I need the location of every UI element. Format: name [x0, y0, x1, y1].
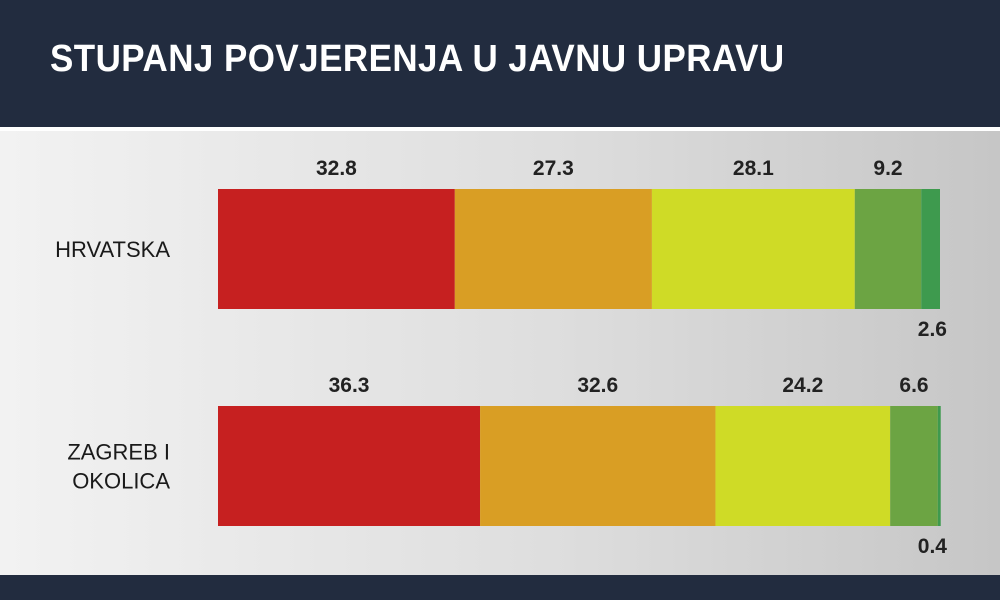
header-bar: STUPANJ POVJERENJA U JAVNU UPRAVU [0, 0, 1000, 127]
bar-segment [854, 189, 922, 309]
data-label: 24.2 [782, 374, 823, 397]
divider [0, 127, 1000, 131]
data-label: 0.4 [918, 535, 948, 558]
bar-segment [218, 406, 481, 526]
bar-segment [480, 406, 716, 526]
data-label: 9.2 [873, 157, 902, 180]
footer-bar [0, 575, 1000, 600]
bar-segment [651, 189, 855, 309]
bar-segment [454, 189, 652, 309]
bar-segment [937, 406, 941, 526]
data-label: 27.3 [533, 157, 574, 180]
bar-segment [890, 406, 938, 526]
data-label: 32.8 [316, 157, 357, 180]
category-label: ZAGREB I [67, 440, 170, 465]
data-label: 36.3 [329, 374, 370, 397]
data-label: 28.1 [733, 157, 774, 180]
bar-segment [715, 406, 891, 526]
bar-segment [218, 189, 455, 309]
category-label: HRVATSKA [55, 237, 170, 262]
chart-title: STUPANJ POVJERENJA U JAVNU UPRAVU [50, 38, 785, 80]
data-label: 2.6 [918, 318, 947, 341]
category-label: OKOLICA [72, 469, 170, 494]
bar-segment [921, 189, 940, 309]
data-label: 6.6 [899, 374, 928, 397]
data-label: 32.6 [577, 374, 618, 397]
